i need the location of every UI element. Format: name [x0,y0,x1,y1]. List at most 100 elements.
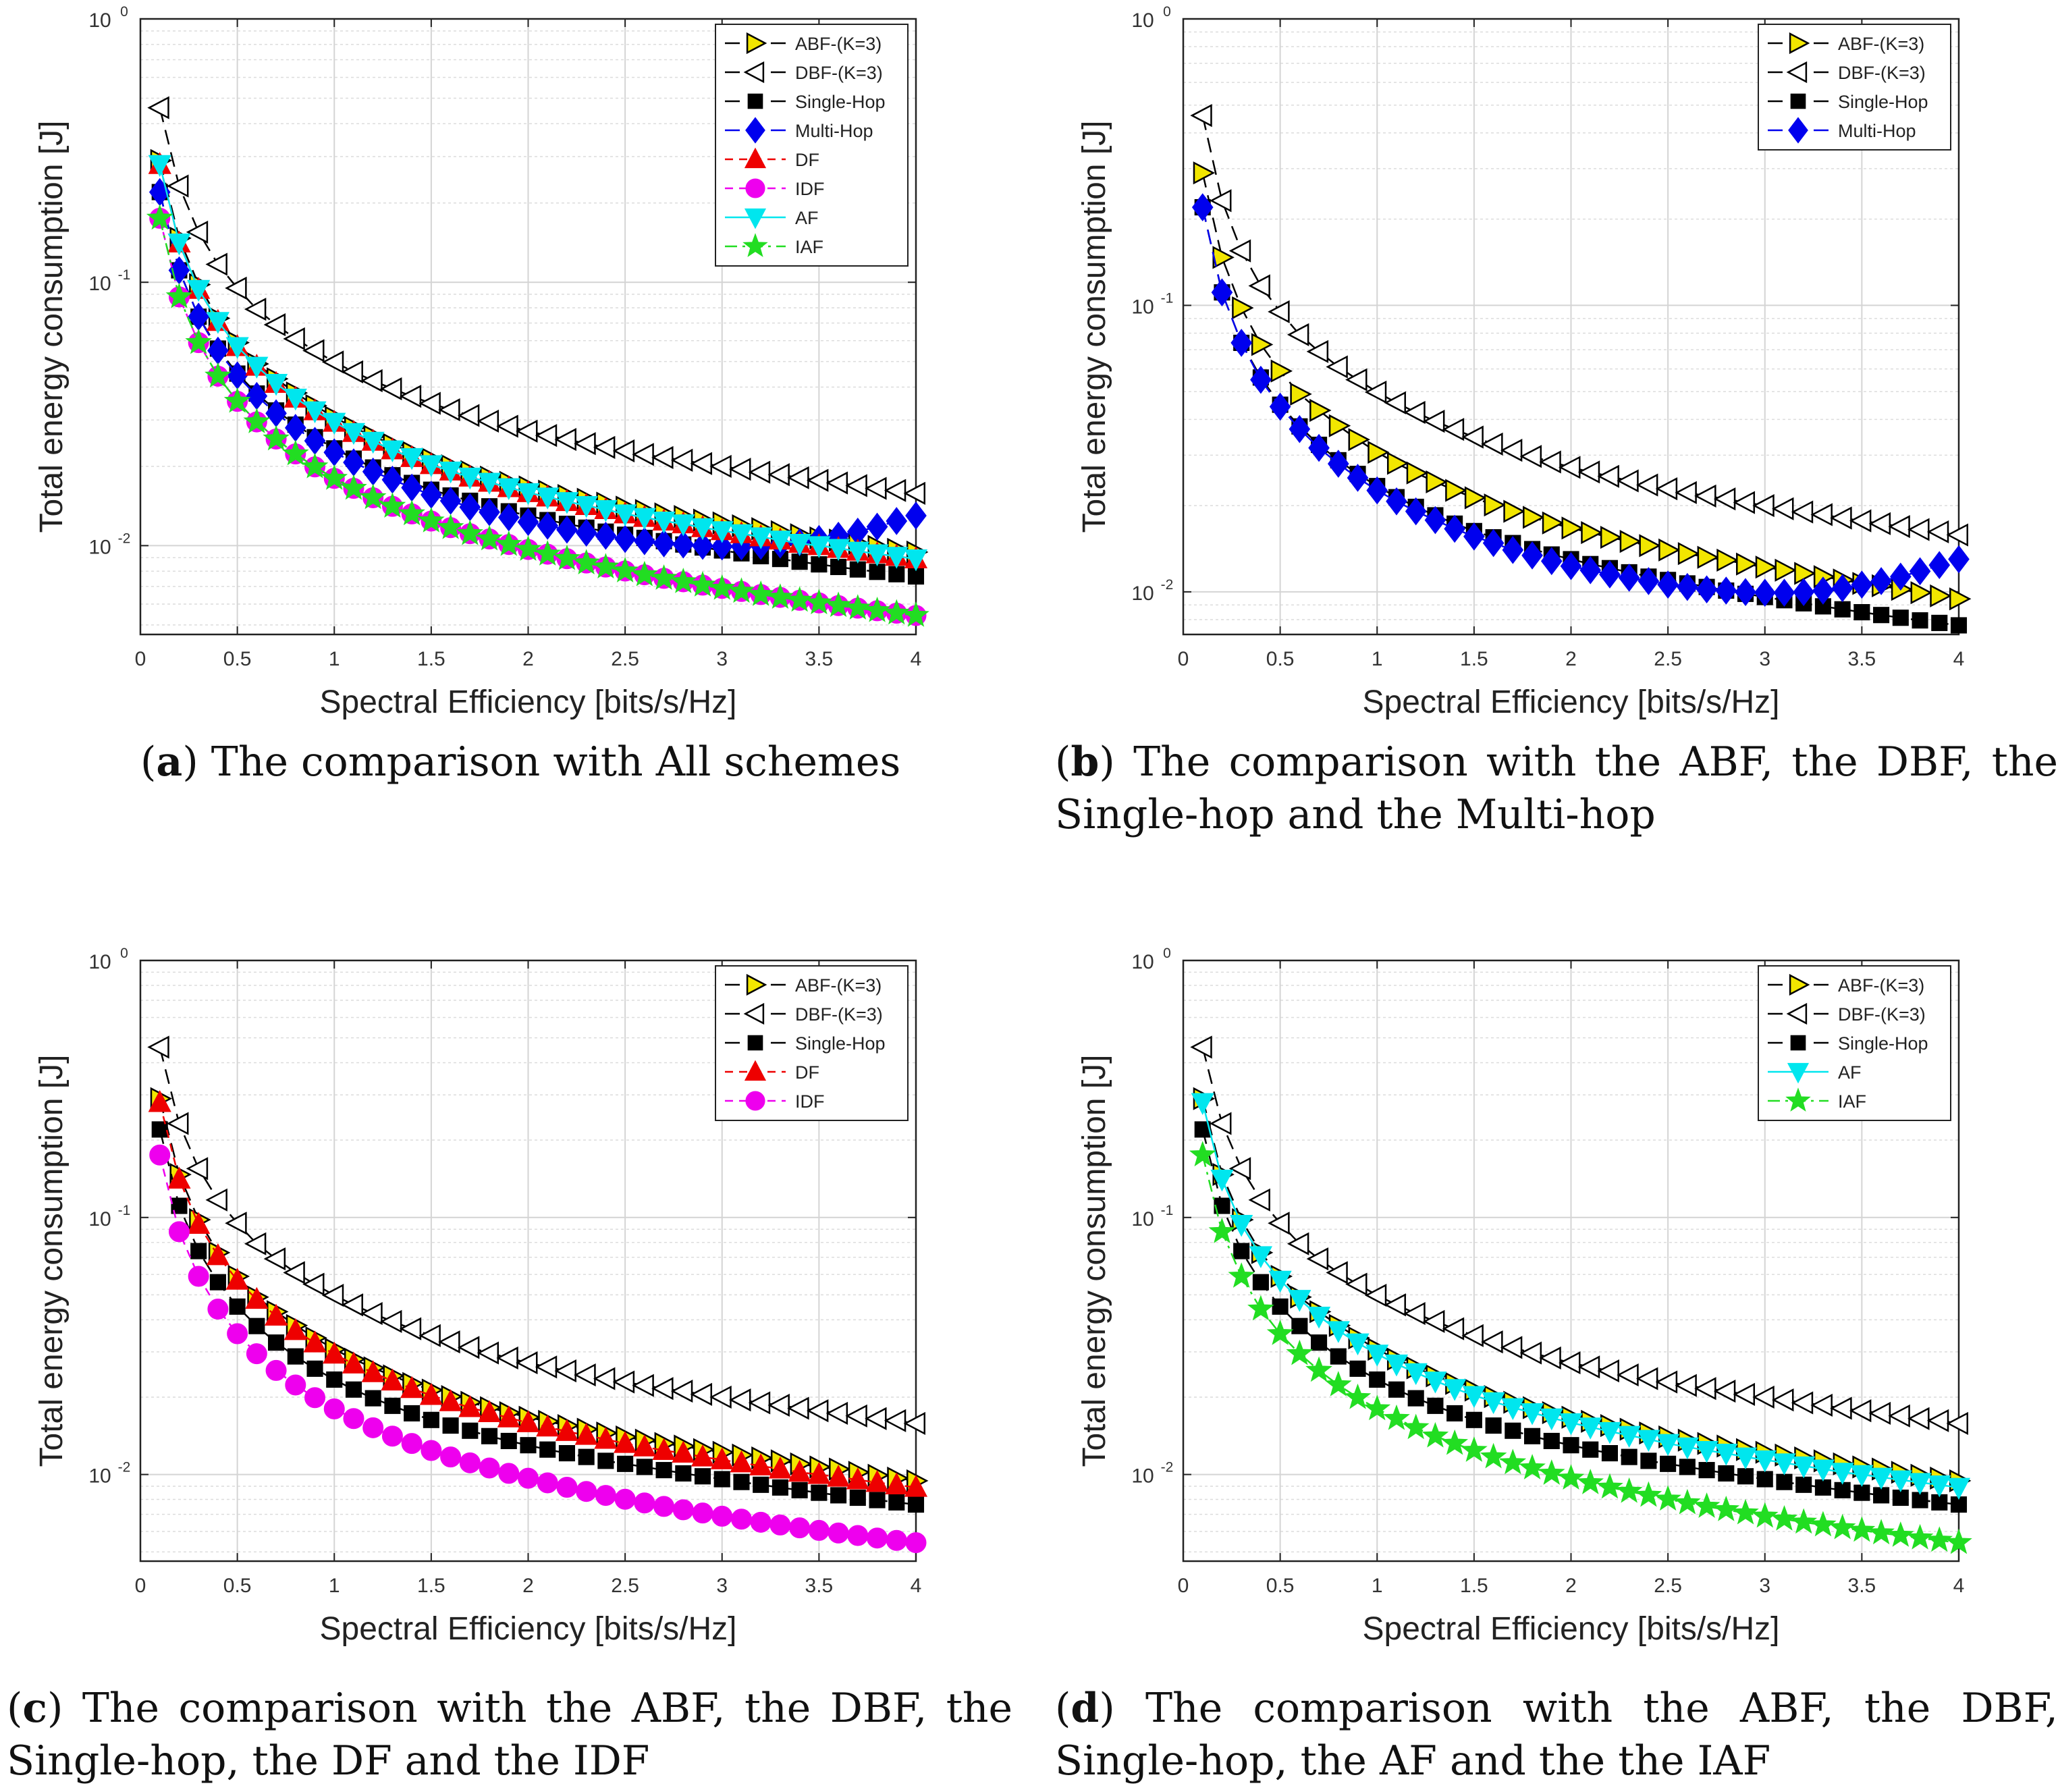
data-point [400,1376,424,1399]
data-point [340,474,367,500]
data-point [1770,1505,1798,1531]
data-point [1306,1247,1329,1271]
data-point [1542,511,1565,535]
data-point [905,501,927,530]
data-point [303,1330,327,1353]
data-point [171,1197,188,1214]
data-point [1484,493,1507,517]
data-point [418,391,441,415]
x-tick-label: 2 [522,1575,534,1597]
data-point [636,1459,653,1475]
legend-marker [744,1060,767,1081]
data-point [1422,1309,1445,1333]
data-point [888,1494,905,1511]
data-point [1851,570,1873,599]
data-point [168,1221,190,1243]
data-point [788,534,811,556]
data-point [1250,365,1272,394]
data-point [1579,555,1602,585]
data-point [825,591,852,618]
data-point [728,577,755,603]
data-point [730,1450,753,1473]
data-point [1519,445,1542,468]
y-tick-exponent: 0 [1163,946,1171,961]
data-point [1190,104,1212,128]
data-point [206,1243,229,1266]
data-point [827,539,850,561]
data-point [1615,1477,1643,1503]
data-point [399,1317,422,1340]
data-point [650,564,678,590]
data-point [1521,541,1543,570]
data-point [1675,481,1697,504]
y-tick-exponent: 0 [120,4,128,20]
data-point [1696,575,1718,604]
series-iaf [146,204,929,627]
data-point [265,374,288,396]
data-point [886,507,908,535]
data-point [670,448,693,472]
data-point [418,507,445,533]
data-point [341,360,363,383]
data-point [1931,614,1948,631]
data-point [147,1035,169,1059]
data-point [1208,1218,1236,1243]
legend-label: Single-Hop [795,1033,886,1054]
panel-b: 0 0.5 1 1.5 2 2.5 3 3.5 4 10 -2 10 -1 10 0 Spectral Eff… [1043,0,2058,838]
data-point [1810,1511,1837,1537]
y-axis-label: Total energy consumption [J] [1077,1055,1112,1467]
data-point [1868,512,1891,535]
data-point [1601,1445,1619,1462]
x-tick-label: 3 [716,1575,728,1597]
data-point [553,544,580,570]
data-point [614,1431,637,1453]
data-point [245,1286,269,1309]
data-point [1910,581,1932,605]
data-point [1559,1351,1581,1375]
data-point [1210,189,1232,213]
data-point [1737,1468,1754,1485]
data-point [675,1465,692,1482]
y-tick-label: 10 [88,273,111,295]
x-tick-label: 1.5 [417,648,445,670]
data-point [1248,274,1270,298]
legend-label: DF [795,1062,819,1083]
data-point [592,553,620,579]
data-point [849,561,866,578]
y-tick-label: 10 [88,536,111,558]
data-point [1330,1348,1347,1365]
data-point [1873,607,1890,624]
x-tick-label: 2.5 [1654,1575,1682,1597]
caption-a-text: The comparison with All schemes [211,738,901,786]
data-point [825,1401,848,1426]
data-point [1888,515,1910,539]
data-point [672,1440,695,1463]
data-point [1596,1473,1623,1499]
data-point [791,553,808,570]
data-point [1950,617,1968,634]
data-point [1189,1141,1216,1167]
y-tick-exponent: 0 [1163,4,1171,20]
data-point [1853,1484,1870,1501]
data-point [167,1166,191,1189]
data-point [1191,193,1214,221]
data-point [281,439,309,466]
data-point [708,574,736,600]
data-point [1228,1262,1255,1288]
data-point [323,412,346,435]
caption-c-letter: c [22,1685,47,1732]
legend-marker [747,93,763,109]
data-point [1347,464,1369,492]
legend-marker [1789,32,1810,55]
data-point [593,435,616,459]
y-tick-label: 10 [88,951,111,973]
data-point [1907,518,1930,541]
series-dbf-k-3- [1190,104,1968,547]
data-point [791,1482,808,1498]
data-point [225,1212,247,1235]
data-point [516,1351,538,1375]
data-point [1445,479,1467,502]
data-point [844,594,871,620]
data-point [652,1438,676,1461]
x-tick-label: 2.5 [1654,648,1682,670]
